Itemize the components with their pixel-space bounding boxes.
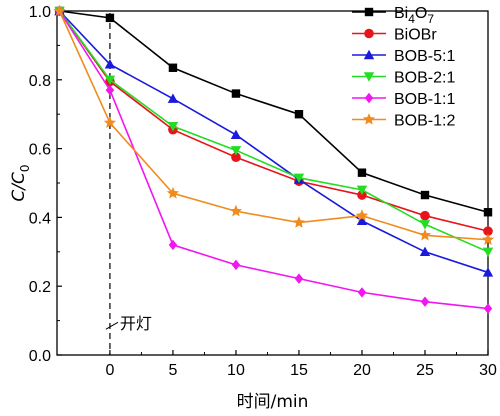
- data-point-BOB-5:1: [356, 215, 368, 226]
- data-point-BOB-1:2: [53, 4, 66, 17]
- data-point-BOB-1:2: [103, 116, 117, 128]
- data-point-Bi4O7: [294, 110, 304, 119]
- data-point-BOB-1:2: [292, 216, 306, 228]
- series-line-Bi4O7: [59, 10, 489, 214]
- series-line-BOB-2:1: [58, 10, 489, 253]
- data-point-BOB-1:1: [168, 239, 178, 251]
- annotation-leader: [105, 321, 119, 330]
- data-point-BOB-2:1: [482, 247, 494, 257]
- data-point-BOB-2:1: [419, 220, 431, 230]
- legend-marker-BOB-2:1: [363, 72, 375, 82]
- legend-marker-BiOBr: [364, 28, 374, 39]
- y-tick-label: 0.2: [29, 279, 51, 296]
- data-point-BOB-5:1: [230, 129, 242, 140]
- data-point-Bi4O7: [105, 13, 115, 23]
- data-point-BOB-2:1: [167, 122, 179, 132]
- y-tick-label: 0.0: [29, 348, 51, 365]
- ticks-layer: 0 5 10 15 20 25 30 0.0 0.2 0.4 0.6 0.8 1.0: [29, 4, 497, 379]
- data-point-BOB-1:1: [231, 259, 241, 271]
- x-tick-label: 25: [416, 362, 434, 379]
- data-point-BOB-2:1: [293, 173, 305, 184]
- series-BOB-1:2: [53, 4, 495, 245]
- legend-label-BOB-5:1: BOB-5:1: [394, 48, 455, 65]
- data-point-BOB-1:1: [357, 287, 367, 298]
- data-point-BiOBr: [483, 226, 493, 236]
- series-line-BOB-5:1: [58, 10, 489, 274]
- data-point-BOB-1:1: [294, 273, 304, 284]
- y-axis-title: C/C0: [9, 164, 32, 201]
- data-point-BOB-5:1: [419, 246, 431, 256]
- series-layer: [53, 4, 495, 314]
- data-point-BOB-5:1: [104, 59, 116, 69]
- data-point-Bi4O7: [483, 208, 493, 217]
- series-line-BOB-1:1: [58, 10, 489, 310]
- x-tick-label: 20: [353, 362, 371, 379]
- legend-marker-BOB-5:1: [363, 49, 375, 60]
- legend-marker-BOB-1:1: [364, 92, 374, 104]
- annotation-label: 开灯: [120, 314, 152, 333]
- data-point-BOB-2:1: [356, 185, 368, 196]
- legend-marker-Bi4O7: [364, 7, 374, 17]
- legend-label-BiOBr: BiOBr: [394, 27, 437, 44]
- legend-label-part: O: [415, 5, 427, 22]
- data-point-BOB-1:2: [229, 204, 243, 217]
- data-point-Bi4O7: [168, 63, 178, 72]
- y-tick-label: 1.0: [29, 4, 51, 21]
- data-point-BOB-1:1: [420, 296, 430, 307]
- legend-marker-BOB-1:2: [362, 113, 376, 125]
- data-point-BOB-1:1: [105, 84, 115, 96]
- legend-label-BOB-1:1: BOB-1:1: [394, 91, 455, 108]
- annotation-layer: 开灯: [105, 13, 152, 355]
- data-point-Bi4O7: [420, 190, 430, 200]
- x-tick-label: 15: [290, 362, 308, 379]
- legend-label-BOB-1:2: BOB-1:2: [394, 113, 455, 130]
- data-point-BOB-5:1: [167, 93, 179, 103]
- data-point-BOB-1:2: [166, 186, 180, 199]
- data-point-Bi4O7: [357, 168, 367, 177]
- data-point-BOB-2:1: [230, 146, 242, 156]
- series-line-BiOBr: [58, 10, 489, 232]
- y-tick-label: 0.8: [29, 73, 51, 90]
- x-axis-title: 时间/min: [237, 392, 309, 412]
- data-point-BOB-1:2: [355, 209, 369, 221]
- data-point-BOB-5:1: [482, 267, 494, 277]
- legend-label-BOB-2:1: BOB-2:1: [394, 70, 455, 87]
- x-tick-label: 10: [227, 362, 245, 379]
- series-line-BOB-1:2: [58, 10, 489, 241]
- data-point-BOB-1:2: [418, 228, 432, 241]
- data-point-BiOBr: [231, 152, 241, 162]
- x-tick-label: 5: [168, 362, 177, 379]
- y-axis-title-subscript: 0: [18, 164, 32, 172]
- series-BOB-1:1: [55, 5, 493, 314]
- legend-label-Bi4O7: Bi4O7: [394, 5, 434, 26]
- data-point-BiOBr: [420, 210, 430, 221]
- data-point-BOB-2:1: [104, 75, 116, 85]
- legend-label-part: Bi: [394, 5, 408, 22]
- legend-label-part: 4: [408, 12, 415, 26]
- y-tick-label: 0.6: [29, 142, 51, 159]
- x-tick-label: 0: [105, 362, 114, 379]
- y-tick-label: 0.4: [29, 210, 51, 227]
- data-point-BOB-1:2: [481, 233, 495, 245]
- y-axis-title-main: C/C: [9, 172, 29, 202]
- legend-label-part: 7: [427, 12, 434, 26]
- data-point-Bi4O7: [231, 89, 241, 98]
- data-point-BOB-1:1: [483, 303, 493, 314]
- x-tick-label: 30: [479, 362, 497, 379]
